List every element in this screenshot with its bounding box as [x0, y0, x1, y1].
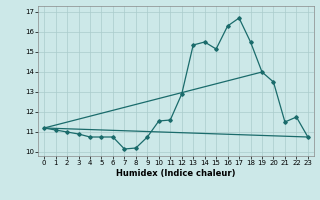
X-axis label: Humidex (Indice chaleur): Humidex (Indice chaleur) — [116, 169, 236, 178]
